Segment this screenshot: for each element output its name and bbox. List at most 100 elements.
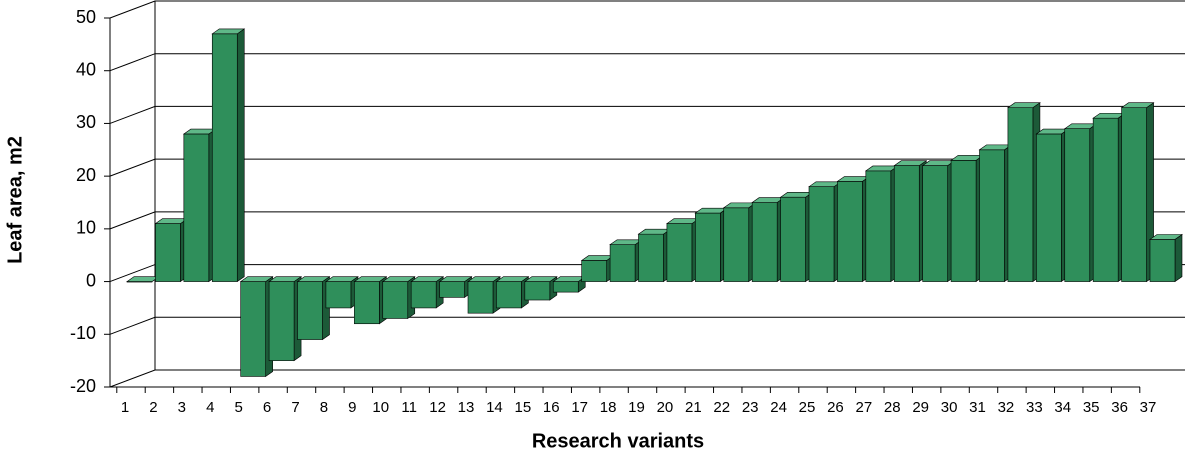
x-tick-label: 14 xyxy=(486,399,503,416)
bar-top xyxy=(523,276,558,282)
bar xyxy=(1149,239,1176,282)
x-tick-label: 34 xyxy=(1054,399,1071,416)
x-tick-label: 7 xyxy=(291,399,299,416)
bar xyxy=(979,149,1005,282)
bar-side xyxy=(236,28,245,283)
x-tick-label: 28 xyxy=(884,399,901,416)
x-tick-label: 12 xyxy=(429,399,446,416)
bar xyxy=(211,33,238,282)
grid-line xyxy=(109,158,1185,177)
bar xyxy=(1121,107,1147,282)
bar-top xyxy=(438,276,473,282)
grid-line xyxy=(109,369,1185,388)
bar xyxy=(922,165,948,282)
bar-top xyxy=(1149,234,1183,240)
x-tick-label: 6 xyxy=(263,399,271,416)
y-tick-label: -10 xyxy=(70,323,96,343)
x-tick-label: 35 xyxy=(1083,399,1100,416)
bar xyxy=(808,186,835,282)
x-tick-label: 15 xyxy=(514,399,531,416)
x-tick-label: 30 xyxy=(941,399,958,416)
bar xyxy=(1092,117,1119,282)
bar xyxy=(780,196,806,282)
grid-line xyxy=(109,53,1185,72)
bar-top xyxy=(239,276,274,282)
bar xyxy=(723,207,750,282)
y-tick-label: 40 xyxy=(76,59,96,79)
bar-top xyxy=(381,276,416,282)
bar xyxy=(467,281,494,314)
bar-top xyxy=(126,276,160,282)
x-tick-label: 23 xyxy=(742,399,759,416)
bar-top xyxy=(893,160,928,166)
x-tick-label: 4 xyxy=(206,399,214,416)
bar xyxy=(155,223,181,282)
x-tick-label: 25 xyxy=(799,399,816,416)
y-tick-label: -20 xyxy=(70,376,96,396)
x-tick-label: 5 xyxy=(234,399,242,416)
x-tick-label: 22 xyxy=(713,399,730,416)
bar-top xyxy=(296,276,331,282)
x-tick-label: 18 xyxy=(600,399,617,416)
x-tick-label: 27 xyxy=(855,399,872,416)
x-tick-label: 20 xyxy=(657,399,674,416)
y-tick-label: 0 xyxy=(86,270,96,290)
x-tick-label: 17 xyxy=(571,399,588,416)
grid-line xyxy=(109,0,1185,19)
bar xyxy=(297,281,323,340)
bar xyxy=(354,281,380,325)
bar xyxy=(638,233,664,282)
bar xyxy=(183,133,210,282)
bar xyxy=(695,212,721,282)
x-tick-label: 36 xyxy=(1111,399,1128,416)
bar xyxy=(1036,133,1062,282)
x-tick-label: 21 xyxy=(685,399,702,416)
bar-top xyxy=(211,28,246,35)
bar xyxy=(751,202,778,282)
y-tick-label: 30 xyxy=(76,112,96,132)
x-tick-label: 31 xyxy=(969,399,986,416)
x-tick-label: 3 xyxy=(178,399,186,416)
bar xyxy=(325,281,352,309)
bar xyxy=(552,281,579,293)
x-axis-title: Research variants xyxy=(532,430,704,452)
bar-top xyxy=(495,276,530,282)
x-tick-label: 32 xyxy=(998,399,1015,416)
x-tick-label: 29 xyxy=(912,399,929,416)
bar xyxy=(439,281,465,298)
x-tick-label: 24 xyxy=(770,399,787,416)
grid-line xyxy=(109,105,1185,124)
y-tick-label: 20 xyxy=(76,165,96,185)
bar xyxy=(950,160,977,282)
x-tick-label: 9 xyxy=(348,399,356,416)
bar-top xyxy=(1006,102,1041,108)
bar xyxy=(581,260,607,282)
bar-side xyxy=(1174,233,1183,283)
x-tick-label: 1 xyxy=(121,399,129,416)
x-tick-label: 11 xyxy=(401,399,417,416)
bar-top xyxy=(353,276,388,282)
bar xyxy=(240,281,266,377)
bar xyxy=(865,170,892,282)
bar xyxy=(382,281,409,319)
bar xyxy=(268,281,295,361)
bar xyxy=(1064,128,1091,282)
bar xyxy=(837,181,863,282)
bar xyxy=(893,165,920,282)
x-tick-label: 13 xyxy=(458,399,475,416)
y-tick-label: 50 xyxy=(76,7,96,27)
bar-top xyxy=(1120,102,1155,108)
x-tick-label: 10 xyxy=(372,399,389,416)
x-tick-label: 26 xyxy=(827,399,844,416)
x-tick-label: 19 xyxy=(628,399,645,416)
x-tick-label: 16 xyxy=(543,399,560,416)
bar xyxy=(609,244,636,282)
bar-top xyxy=(268,276,303,282)
bar xyxy=(1007,107,1034,282)
y-axis-title: Leaf area, m2 xyxy=(4,136,26,264)
bar xyxy=(496,281,522,309)
x-tick-label: 8 xyxy=(320,399,328,416)
x-tick-label: 2 xyxy=(149,399,157,416)
